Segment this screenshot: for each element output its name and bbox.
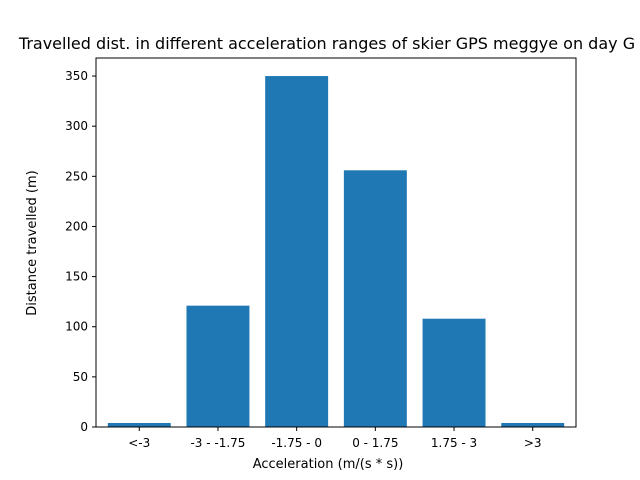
bar-0 <box>107 422 171 427</box>
y-axis: 0 50 100 150 200 250 300 350 <box>65 69 96 434</box>
x-tick-label-5: >3 <box>524 436 542 450</box>
x-tick-label-1: -3 - -1.75 <box>190 436 245 450</box>
plot-frame <box>95 57 577 428</box>
x-axis: <-3 -3 - -1.75 -1.75 - 0 0 - 1.75 1.75 - 3 >3 <box>128 427 542 450</box>
bar-3 <box>343 170 407 428</box>
bar-2 <box>265 76 329 428</box>
x-tick-label-3: 0 - 1.75 <box>352 436 398 450</box>
y-tick-label-1: 50 <box>73 370 88 384</box>
chart-title: Travelled dist. in different acceleratio… <box>18 34 635 53</box>
y-tick-label-2: 100 <box>65 320 88 334</box>
x-tick-label-2: -1.75 - 0 <box>271 436 322 450</box>
x-axis-label: Acceleration (m/(s * s)) <box>253 457 404 472</box>
y-tick-label-7: 350 <box>65 69 88 83</box>
y-tick-label-3: 150 <box>65 270 88 284</box>
y-tick-label-0: 0 <box>80 420 88 434</box>
y-tick-label-5: 250 <box>65 169 88 183</box>
bar-1 <box>186 305 250 427</box>
y-tick-label-4: 200 <box>65 219 88 233</box>
y-tick-label-6: 300 <box>65 119 88 133</box>
bars-group <box>107 76 565 428</box>
y-axis-label: Distance travelled (m) <box>25 170 40 316</box>
x-tick-label-0: <-3 <box>128 436 150 450</box>
bar-4 <box>422 318 486 427</box>
x-tick-label-4: 1.75 - 3 <box>431 436 477 450</box>
bar-5 <box>501 422 565 427</box>
